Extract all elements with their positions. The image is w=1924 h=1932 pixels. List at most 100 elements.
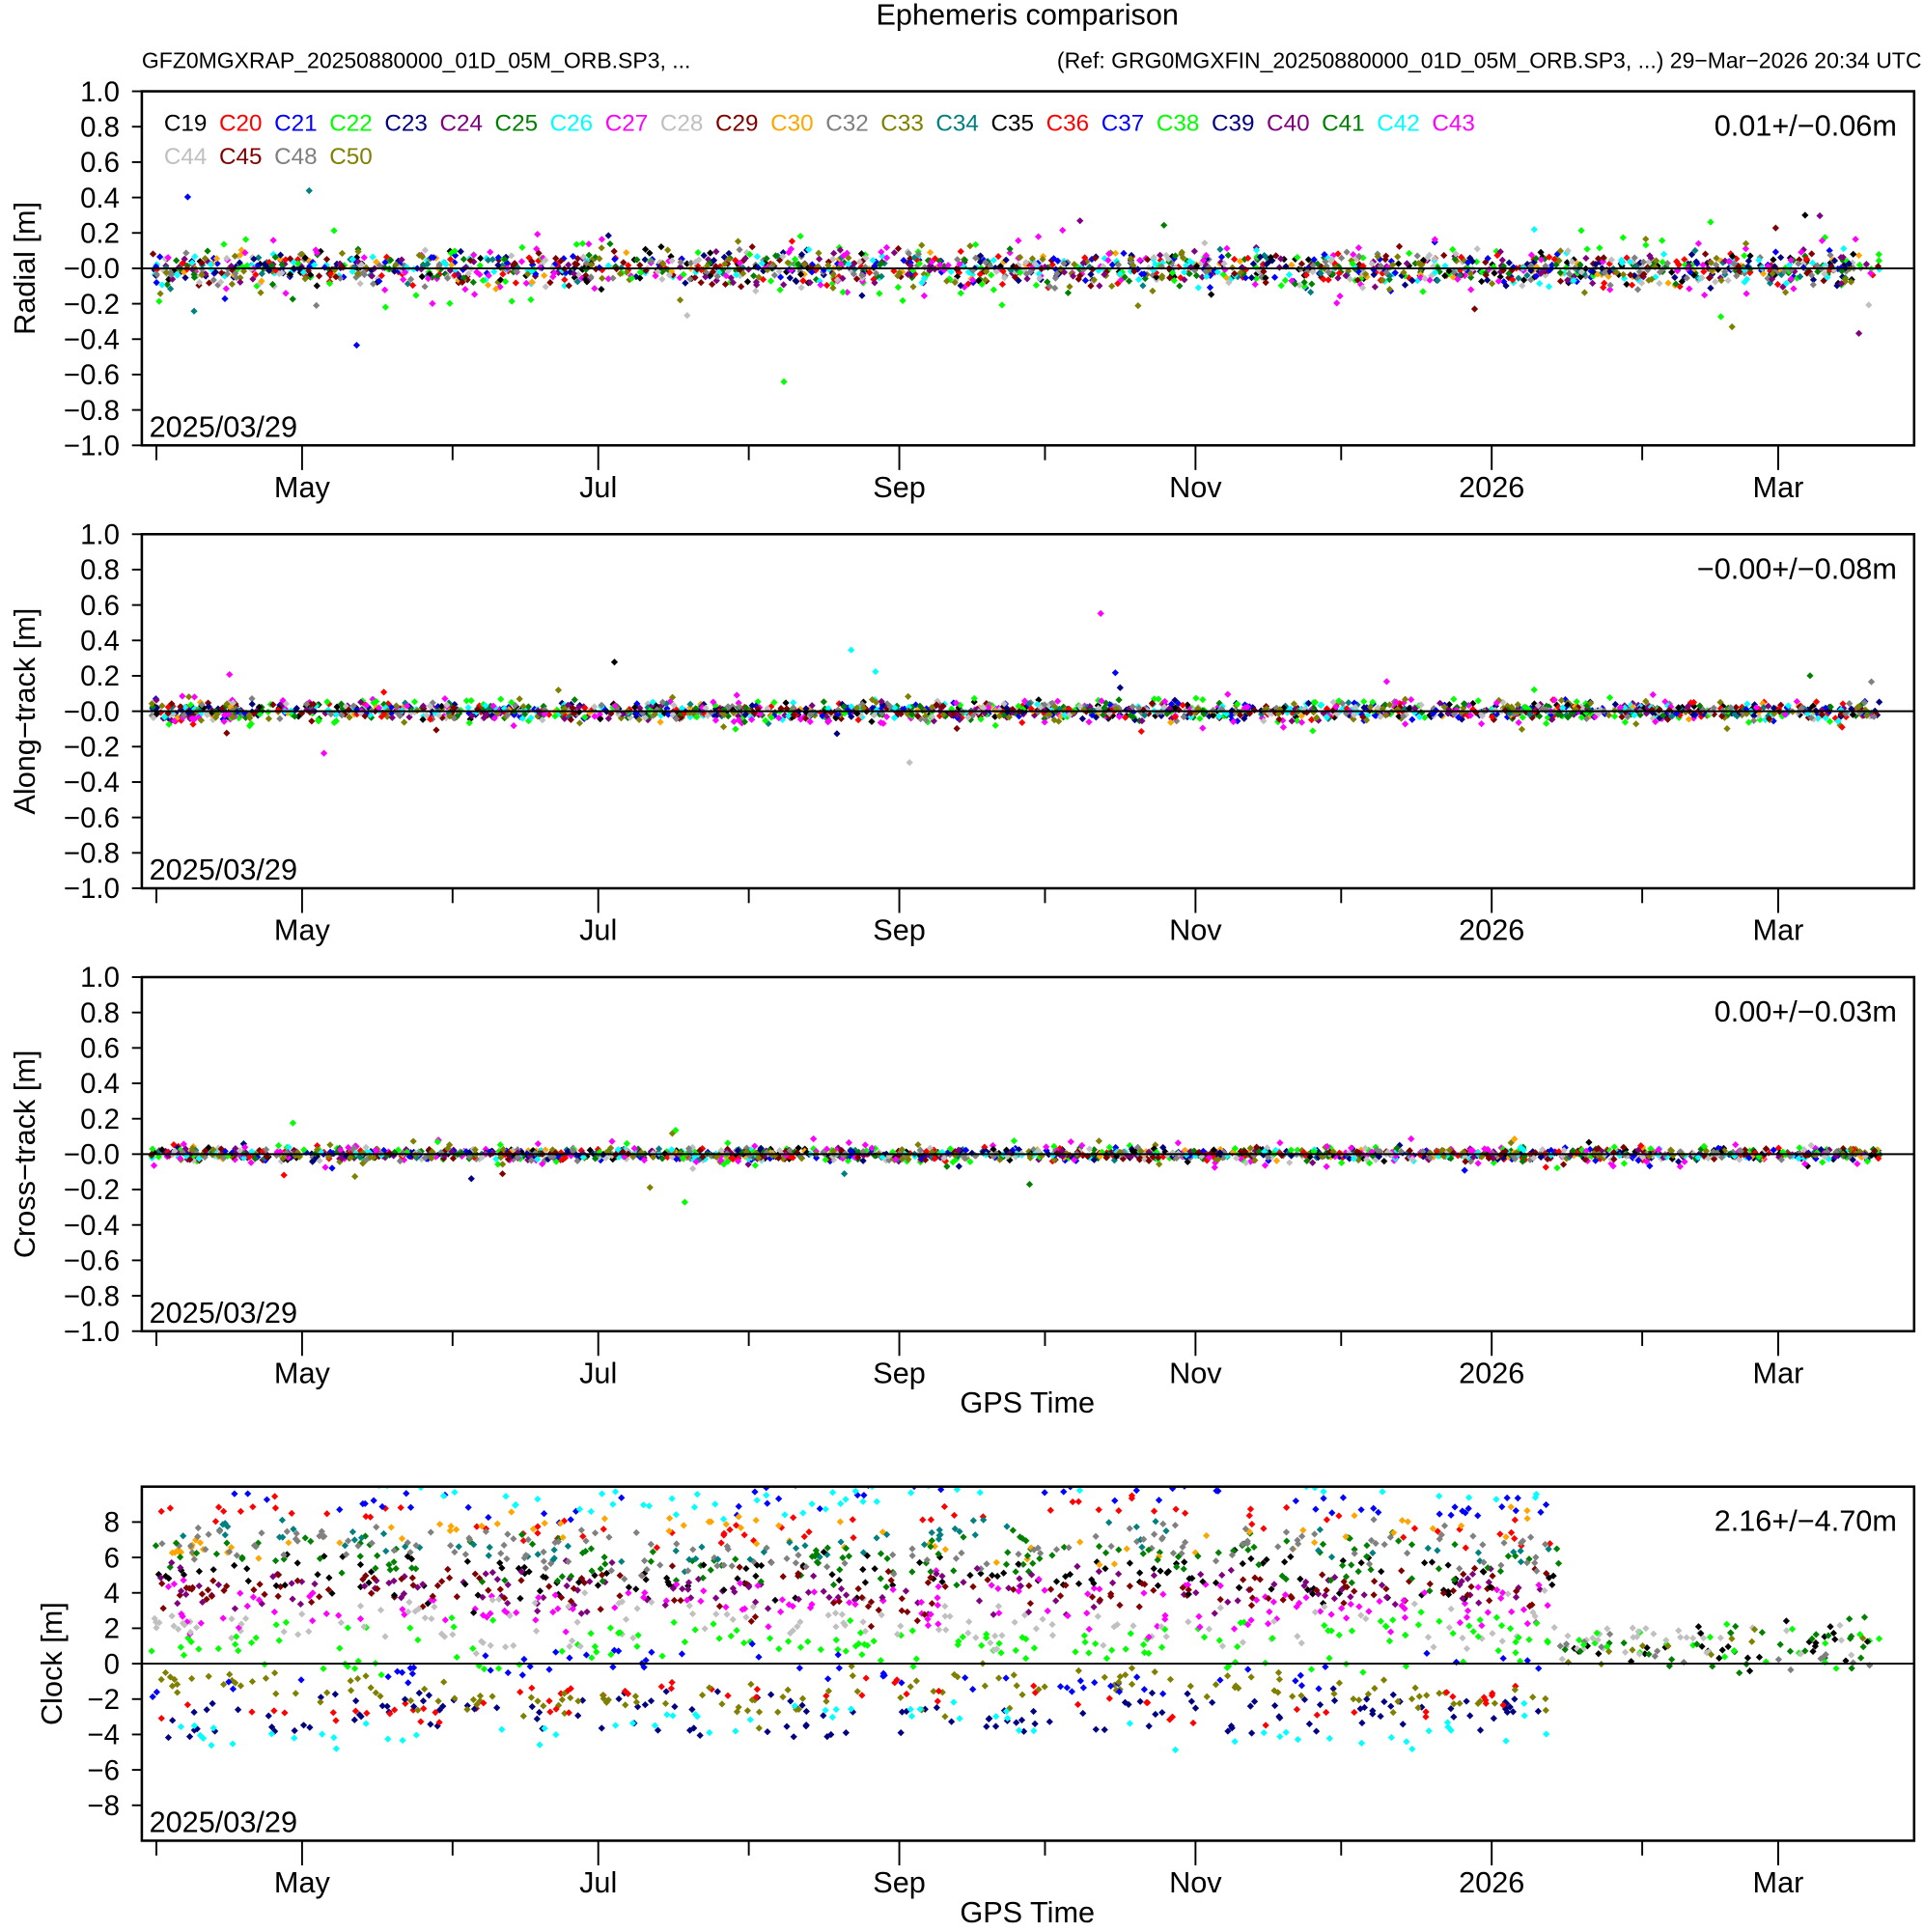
data-point-C50 [939,711,947,718]
data-point-C42 [518,714,526,722]
data-point-C27 [1467,286,1475,294]
data-point-C42 [440,259,448,266]
data-point-C39 [1263,261,1270,268]
data-point-C28 [1473,245,1481,253]
data-point-C27 [1742,244,1749,253]
data-point-C33 [734,238,742,245]
data-point-C35 [1850,250,1857,258]
data-point-C39 [494,261,502,269]
data-point-C45 [557,257,565,265]
y-tick-label: 1.0 [80,76,120,108]
data-point-C33 [664,246,672,254]
data-point-C28 [508,252,516,260]
data-point-C22 [1620,1160,1629,1167]
data-point-C45 [546,279,554,287]
data-point-C39 [248,700,256,708]
data-point-C22 [1875,250,1882,259]
data-point-C33 [257,289,265,296]
data-point-C28 [1362,1156,1371,1163]
subtitle-right: (Ref: GRG0MGXFIN_20250880000_01D_05M_ORB… [1057,47,1922,72]
data-point-C40 [806,279,814,287]
y-tick-label: −1.0 [64,873,120,905]
data-point-C35 [1491,269,1498,277]
data-point-C45 [1808,250,1816,258]
data-point-C44 [542,256,549,265]
data-point-C36 [561,276,569,284]
data-point-C22 [1519,714,1526,721]
data-point-C50 [554,686,563,694]
data-point-C19 [1623,280,1631,289]
data-point-C19 [1520,276,1528,284]
data-point-C41 [1006,245,1014,253]
data-point-C43 [591,713,599,720]
data-point-C38 [693,713,701,721]
data-point-C39 [1605,267,1613,276]
data-point-C38 [465,719,473,727]
data-point-C44 [1431,255,1438,263]
data-point-C50 [824,262,832,269]
data-point-C27 [785,248,793,257]
data-point-C22 [446,299,454,307]
data-point-C19 [868,717,876,726]
data-point-C40 [574,703,583,712]
data-point-C38 [971,240,980,248]
data-point-C21 [1592,1157,1600,1164]
data-point-C29 [573,255,582,263]
data-point-C33 [351,1172,359,1181]
data-point-C29 [535,249,543,257]
data-point-C42 [1617,256,1626,264]
data-point-C50 [1440,703,1448,711]
data-point-C41 [1505,269,1513,277]
data-point-C48 [1606,281,1614,289]
data-point-C48 [806,711,814,718]
data-point-C39 [793,277,800,286]
data-point-C44 [702,704,710,712]
data-point-C22 [796,232,804,240]
data-point-C39 [1184,713,1191,721]
data-point-C48 [303,700,311,708]
data-point-C25 [1308,280,1316,288]
data-point-C30 [1854,251,1863,260]
data-point-C22 [694,248,702,257]
data-point-C50 [1653,257,1660,265]
data-point-C48 [724,703,732,711]
data-point-C34 [424,260,432,268]
data-point-C36 [732,257,739,265]
data-point-C27 [1790,285,1798,293]
data-point-C44 [443,701,451,709]
data-point-C41 [271,253,279,261]
data-point-C38 [462,697,470,705]
data-point-C19 [1746,252,1754,260]
data-point-C45 [938,703,946,711]
data-point-C50 [598,244,605,252]
data-point-C30 [656,718,664,726]
data-point-C19 [743,278,752,286]
data-point-C44 [1577,267,1585,276]
data-point-C22 [1155,695,1162,703]
data-point-C40 [836,246,844,254]
data-point-C43 [470,251,478,259]
y-axis-label: Along−track [m] [9,608,42,815]
data-point-C30 [448,261,456,268]
data-point-C34 [1025,699,1033,708]
data-point-C23 [1707,284,1715,292]
data-point-C43 [928,258,935,266]
data-point-C48 [443,274,452,282]
data-point-C50 [392,261,400,268]
stats-label: −0.00+/−0.08m [1697,552,1897,585]
y-tick-label: 0.8 [80,554,120,586]
data-point-C45 [1395,242,1404,250]
data-point-C38 [1349,260,1356,267]
data-point-C38 [1605,693,1614,702]
data-point-C20 [1307,715,1316,724]
data-point-C45 [528,258,536,266]
data-point-C50 [995,713,1003,720]
data-point-C37 [1321,251,1328,259]
data-point-C20 [1018,718,1026,726]
data-point-C32 [1710,704,1717,712]
data-point-C41 [1556,268,1564,276]
data-point-C34 [1691,246,1699,255]
data-point-C26 [1285,270,1294,279]
data-point-C22 [724,1139,732,1147]
